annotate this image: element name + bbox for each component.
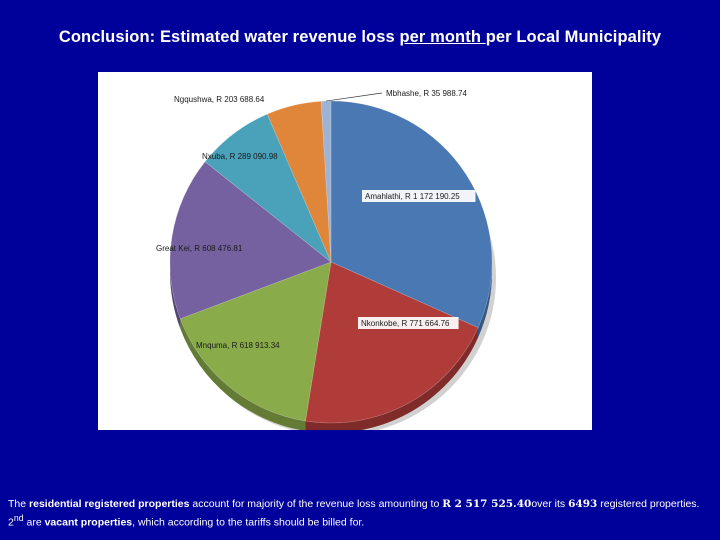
slice-label-text: Mnquma, R 618 913.34 [196, 341, 280, 350]
pie-slice-mnquma [179, 261, 332, 422]
chart-panel: Amahlathi, R 1 172 190.25 Nkonkobe, R 771… [98, 72, 592, 430]
slice-label-box [362, 190, 476, 202]
slide-title: Conclusion: Estimated water revenue loss… [0, 28, 720, 47]
footnote-text-5: are [23, 516, 45, 529]
footnote-count: 6493 [568, 498, 598, 510]
pie-side-3 [170, 262, 181, 329]
pie-slice-great-kei [169, 161, 332, 320]
slice-label-text: Nxuba, R 289 090.98 [202, 152, 278, 161]
pie-side-1 [305, 327, 479, 430]
footnote-text-6: , which according to the tariffs should … [132, 516, 365, 529]
leader-line-mbhashe [326, 92, 383, 102]
slice-label-box [358, 317, 459, 329]
slice-label-amahlathi: Amahlathi, R 1 172 190.25 [362, 190, 476, 202]
slice-label-text: Ngqushwa, R 203 688.64 [174, 95, 265, 104]
slice-label-text: Nkonkobe, R 771 664.76 [361, 319, 450, 328]
title-part-3: per Local Municipality [485, 28, 662, 46]
footnote: The residential registered properties ac… [8, 497, 708, 530]
slice-label-text: Amahlathi, R 1 172 190.25 [365, 192, 460, 201]
pie-slice-nxuba [204, 113, 332, 263]
slice-label-nkonkobe: Nkonkobe, R 771 664.76 [358, 317, 459, 329]
pie-slice-nkonkobe [305, 261, 479, 424]
pie-side-2 [180, 318, 306, 430]
slice-label-great-kei: Great Kei, R 608 476.81 [156, 244, 243, 253]
footnote-text-3: over its [531, 498, 569, 510]
footnote-amount: R 2 517 525.40 [442, 498, 532, 510]
footnote-bold-residential: residential registered properties [29, 498, 190, 510]
slice-label-mbhashe: Mbhashe, R 35 988.74 [386, 89, 467, 98]
pie-slice-ngqushwa [266, 100, 332, 263]
pie-side-0 [478, 262, 493, 338]
footnote-text-1: The [8, 498, 30, 510]
pie-slice-amahlathi [330, 100, 493, 329]
slice-label-mnquma: Mnquma, R 618 913.34 [196, 341, 280, 350]
slice-label-text: Great Kei, R 608 476.81 [156, 244, 243, 253]
footnote-superscript: nd [13, 513, 24, 523]
title-part-2-underlined: per month [399, 28, 486, 46]
slice-label-nxuba: Nxuba, R 289 090.98 [202, 152, 278, 161]
slice-label-ngqushwa: Ngqushwa, R 203 688.64 [174, 95, 265, 104]
footnote-text-2: account for majority of the revenue loss… [189, 498, 443, 510]
slice-label-text: Mbhashe, R 35 988.74 [386, 89, 467, 98]
pie-chart: Amahlathi, R 1 172 190.25 Nkonkobe, R 771… [156, 89, 496, 430]
title-part-1: Conclusion: Estimated water revenue loss [58, 28, 400, 46]
footnote-bold-vacant: vacant properties [44, 516, 133, 529]
footnote-text-4: registered properties. 2 [8, 498, 700, 529]
